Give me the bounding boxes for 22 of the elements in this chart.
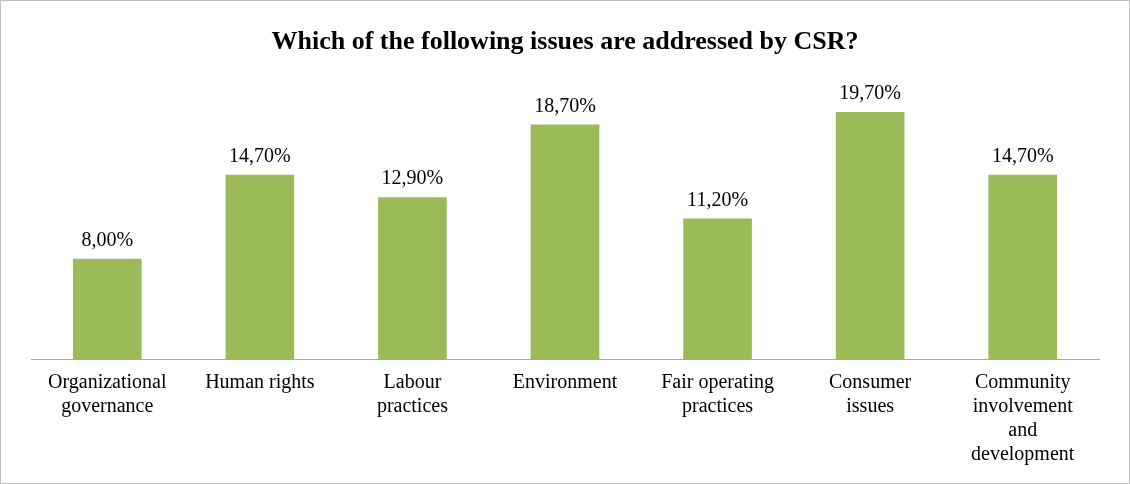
x-tick-label: Fair operating practices bbox=[661, 370, 774, 418]
x-tick-label: Consumer issues bbox=[829, 370, 912, 417]
x-tick-label: Labour practices bbox=[376, 370, 449, 418]
data-label: 12,90% bbox=[381, 166, 444, 189]
x-tick-label: Community involvement and development bbox=[971, 370, 1075, 466]
chart-title: Which of the following issues are addressed by CSR? bbox=[271, 26, 859, 56]
bar bbox=[530, 124, 600, 359]
x-tick-label: Environment bbox=[512, 370, 618, 393]
data-label: 19,70% bbox=[839, 81, 901, 104]
bar bbox=[225, 174, 295, 359]
data-label: 11,20% bbox=[687, 187, 749, 210]
bar bbox=[988, 174, 1058, 359]
x-tick-label: Human rights bbox=[205, 370, 315, 394]
data-label: 14,70% bbox=[229, 143, 291, 166]
bar bbox=[72, 258, 142, 359]
data-label: 18,70% bbox=[534, 93, 596, 116]
bar bbox=[378, 197, 447, 359]
bar bbox=[683, 218, 752, 359]
bar bbox=[835, 111, 905, 359]
x-tick-label: Organizational governance bbox=[48, 370, 167, 418]
data-label: 8,00% bbox=[81, 227, 134, 250]
data-label: 14,70% bbox=[991, 143, 1054, 166]
